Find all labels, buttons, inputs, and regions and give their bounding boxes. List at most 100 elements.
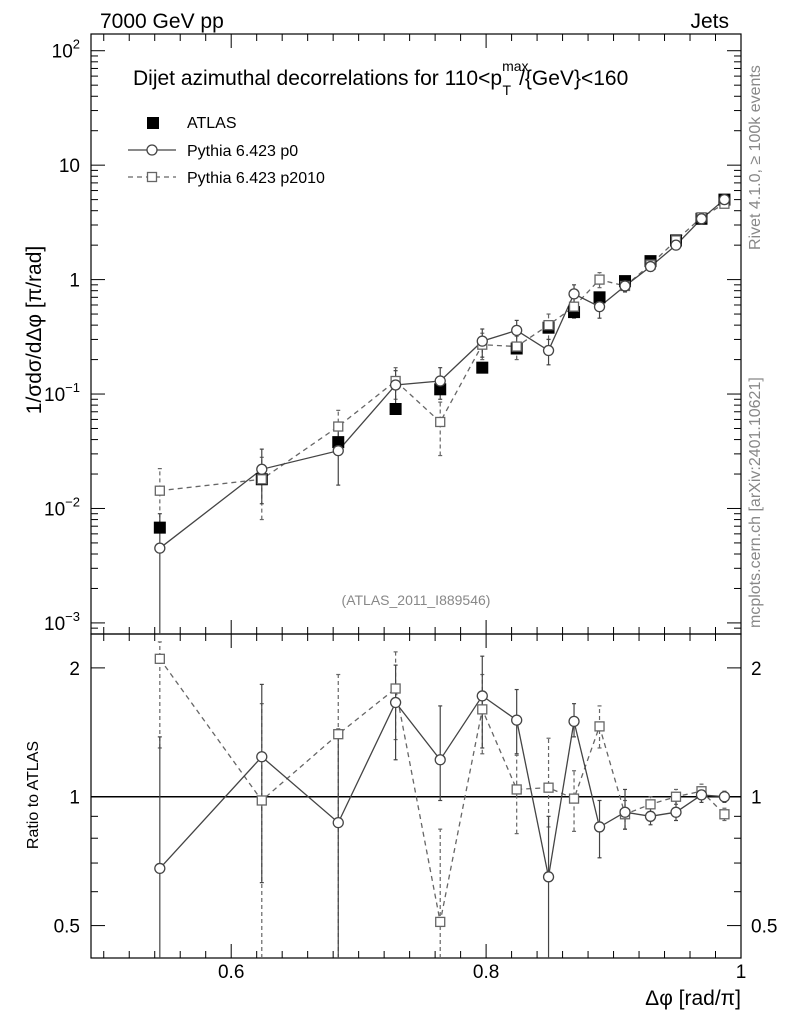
ratio-ylabel: Ratio to ATLAS	[25, 741, 42, 849]
p2010-main-point	[511, 341, 522, 352]
p0-main-point	[568, 288, 580, 300]
ratio-xlabel: Δφ [rad/π]	[645, 987, 741, 1010]
p0-main-point	[718, 193, 731, 206]
p2010-main-point	[543, 319, 554, 331]
p0-main-line	[159, 199, 725, 549]
p2010-ratio-point	[435, 916, 446, 928]
atlas-data-point	[389, 402, 402, 415]
ratio-axis-ticks: 0.6 0.8 1 0.5 0.5 1 1 2 2	[54, 620, 777, 983]
p0-main-point	[619, 280, 631, 292]
xtick-label: 0.8	[473, 962, 499, 983]
title-prefix: Dijet azimuthal decorrelations for 110<p	[133, 67, 502, 90]
main-ytick-label: 10−1	[44, 380, 80, 406]
p0-main-point	[256, 463, 268, 475]
p0-ratio-point	[542, 871, 555, 883]
ratio-ytick-label: 1	[69, 788, 80, 809]
p0-ratio-point	[476, 690, 488, 702]
main-ylabel: 1/σdσ/dΔφ [π/rad]	[23, 246, 46, 414]
ratio-ytick-label-right: 0.5	[751, 917, 777, 938]
legend-p0-marker	[146, 144, 158, 156]
p0-main-point	[695, 213, 708, 225]
ratio-ytick-label-right: 2	[751, 659, 762, 680]
legend-p0-label: Pythia 6.423 p0	[187, 143, 298, 160]
ratio-ytick-label: 0.5	[54, 917, 80, 938]
p0-ratio-point	[670, 806, 682, 818]
p0-ratio-point	[718, 791, 731, 803]
p0-main-point	[389, 379, 402, 391]
legend: ATLAS Pythia 6.423 p0 Pythia 6.423 p2010	[128, 115, 325, 187]
analysis-watermark: (ATLAS_2011_I889546)	[342, 592, 491, 608]
p2010-main-point	[256, 474, 267, 485]
rivet-label: Rivet 4.1.0, ≥ 100k events	[747, 65, 764, 250]
p0-main-point	[593, 301, 606, 313]
p0-ratio-point	[154, 862, 166, 875]
p2010-ratio-point	[543, 782, 554, 793]
atlas-data-point	[593, 291, 606, 304]
atlas-data-point	[434, 383, 447, 396]
p0-ratio-point	[568, 715, 580, 728]
main-axis-ticks: 10−3 10−2 10−1 1 10 102	[44, 34, 742, 635]
p2010-ratio-point	[645, 799, 656, 810]
p2010-ratio-point	[670, 791, 682, 802]
main-ytick-label: 10−3	[44, 609, 80, 635]
p2010-main-point	[594, 274, 605, 285]
p2010-main-point	[333, 421, 344, 432]
p2010-ratio-point	[477, 704, 488, 715]
p2010-ratio-point	[594, 721, 605, 732]
header-energy-label: 7000 GeV pp	[100, 10, 224, 33]
ratio-panel-frame	[90, 633, 742, 959]
title-sub: T	[503, 82, 512, 98]
p0-ratio-point	[593, 821, 606, 833]
p2010-ratio-point	[256, 795, 267, 806]
mcplots-label: mcplots.cern.ch [arXiv:2401.10621]	[747, 377, 764, 628]
p2010-ratio-line	[159, 658, 725, 923]
main-ytick-label: 102	[52, 37, 80, 63]
p0-main-point	[644, 260, 657, 273]
p0-ratio-point	[511, 714, 523, 726]
xtick-label: 0.6	[218, 962, 244, 983]
legend-p2010-marker	[146, 171, 158, 183]
p2010-main-point	[568, 301, 580, 312]
main-ytick-label: 10−2	[44, 494, 80, 520]
main-series-layer	[153, 193, 731, 634]
p2010-ratio-point	[511, 784, 522, 795]
p0-ratio-point	[695, 789, 708, 801]
title-sup: max	[502, 58, 528, 74]
p0-ratio-point	[644, 810, 657, 822]
p0-main-point	[332, 445, 344, 457]
p2010-main-point	[435, 416, 446, 428]
xtick-label: 1	[736, 962, 747, 983]
main-title: Dijet azimuthal decorrelations for 110<p…	[133, 58, 628, 98]
p2010-main-line	[159, 203, 725, 492]
p0-main-point	[154, 542, 166, 554]
p0-main-point	[434, 375, 446, 387]
p0-main-point	[511, 324, 523, 337]
ratio-series-layer	[154, 641, 731, 958]
p2010-ratio-point	[390, 683, 401, 694]
ratio-ytick-label-right: 1	[751, 788, 762, 809]
main-ytick-label: 10	[59, 156, 80, 177]
p2010-ratio-point	[154, 653, 165, 664]
p2010-ratio-point	[568, 793, 580, 804]
p0-ratio-point	[256, 751, 268, 763]
p0-ratio-point	[434, 754, 446, 766]
p0-ratio-point	[619, 806, 631, 818]
header-jets-label: Jets	[690, 10, 729, 33]
p2010-ratio-point	[719, 809, 730, 820]
p2010-main-point	[154, 485, 165, 496]
atlas-data-point	[476, 361, 489, 374]
legend-atlas-label: ATLAS	[187, 115, 237, 132]
title-suffix: /{GeV}<160	[519, 67, 628, 90]
atlas-data-point	[332, 436, 345, 449]
legend-atlas-marker	[147, 117, 159, 129]
p0-main-point	[542, 344, 555, 357]
main-ytick-label: 1	[69, 271, 80, 292]
p0-ratio-point	[389, 696, 402, 709]
p2010-ratio-point	[333, 729, 344, 740]
atlas-data-point	[153, 521, 166, 534]
p0-main-point	[476, 335, 488, 347]
p0-ratio-line	[159, 694, 725, 877]
p0-main-point	[670, 239, 682, 251]
p0-ratio-point	[332, 816, 344, 829]
